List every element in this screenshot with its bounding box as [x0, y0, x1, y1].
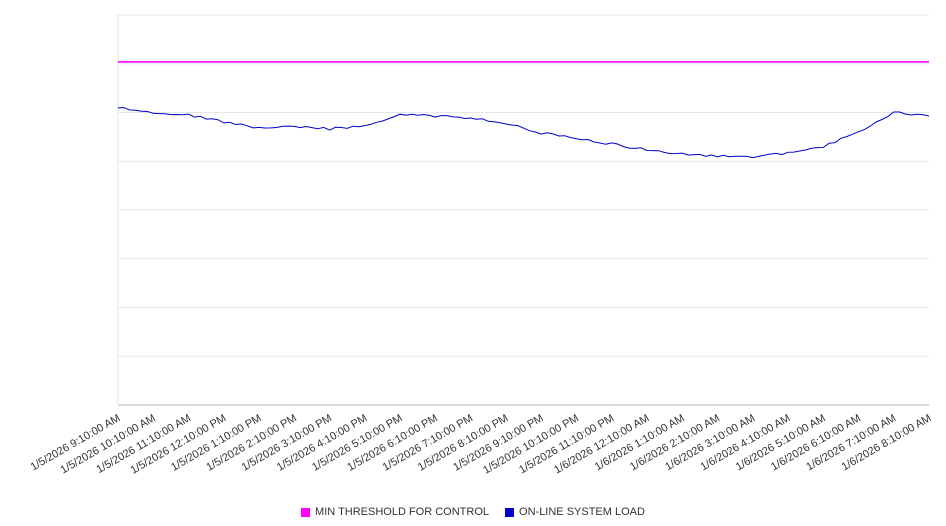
- on-line-system-load-line: [117, 107, 930, 159]
- chart-legend: MIN THRESHOLD FOR CONTROL ON-LINE SYSTEM…: [0, 506, 946, 518]
- legend-item-load: ON-LINE SYSTEM LOAD: [505, 506, 645, 518]
- chart-svg: 1/5/2026 9:10:00 AM1/5/2026 10:10:00 AM1…: [29, 14, 934, 477]
- legend-label-threshold: MIN THRESHOLD FOR CONTROL: [315, 506, 490, 518]
- legend-label-load: ON-LINE SYSTEM LOAD: [519, 506, 645, 518]
- load-swatch-icon: [505, 507, 515, 517]
- legend-item-threshold: MIN THRESHOLD FOR CONTROL: [301, 506, 489, 518]
- threshold-swatch-icon: [301, 507, 311, 517]
